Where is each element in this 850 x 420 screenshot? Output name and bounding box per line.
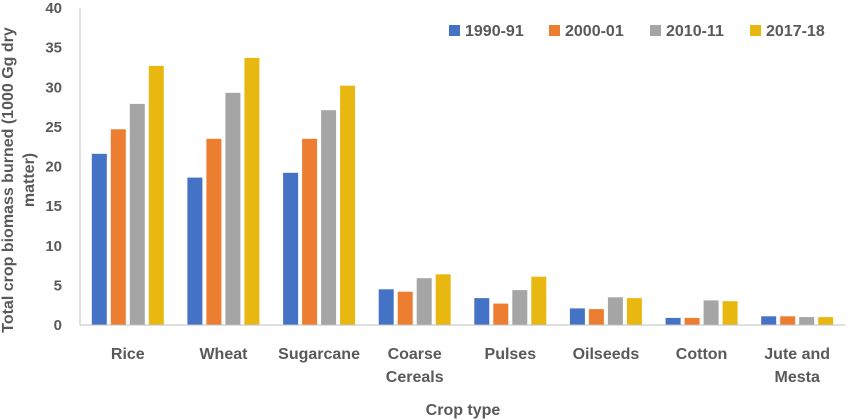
bar-1990-91-pulses: [474, 298, 490, 325]
bar-2017-18-sugarcane: [340, 85, 356, 325]
x-axis-title: Crop type: [426, 402, 501, 419]
bar-1990-91-jute-and-mesta: [761, 316, 777, 325]
legend-label: 2010-11: [666, 23, 724, 40]
bar-1990-91-wheat: [187, 177, 203, 325]
y-tick-label: 0: [54, 317, 62, 334]
y-tick-label: 20: [45, 159, 62, 176]
x-tick-label: Wheat: [199, 346, 248, 363]
x-tick-label-line: Jute and: [764, 346, 830, 363]
legend: 1990-91 2000-01 2010-11 2017-18: [449, 23, 825, 40]
y-tick-label: 15: [45, 198, 62, 215]
legend-label: 2000-01: [565, 23, 624, 40]
x-tick-label: Jute and Mesta: [764, 346, 830, 386]
x-axis: Rice Wheat Sugarcane Coarse Cereals Pulses Oil…: [80, 324, 845, 386]
bar-2017-18-coarse-cereals: [435, 274, 451, 325]
x-tick-label-line: Cotton: [676, 346, 728, 363]
bar-1990-91-cotton: [665, 317, 681, 325]
bar-1990-91-rice: [91, 153, 107, 325]
bar-2010-11-rice: [129, 103, 145, 326]
y-axis-title-text: Total crop biomass burned (1000 Gg dry ma…: [0, 27, 38, 333]
bar-2000-01-jute-and-mesta: [780, 316, 796, 325]
bar-2010-11-cotton: [703, 300, 719, 325]
bar-1990-91-oilseeds: [569, 308, 585, 325]
x-tick-label-line: Pulses: [485, 346, 537, 363]
bar-2010-11-wheat: [225, 92, 241, 325]
x-tick-label: Coarse Cereals: [386, 346, 444, 386]
legend-swatch: [750, 25, 761, 36]
bar-2010-11-pulses: [512, 290, 528, 325]
y-axis-title-line: matter): [21, 153, 38, 207]
bar-2000-01-cotton: [684, 317, 700, 325]
bar-2010-11-sugarcane: [321, 110, 337, 325]
legend-label: 1990-91: [465, 23, 524, 40]
x-tick-label: Cotton: [676, 346, 728, 363]
y-axis-title-line: Total crop biomass burned (1000 Gg dry: [0, 27, 17, 333]
bar-2000-01-wheat: [206, 138, 222, 325]
bar-2017-18-cotton: [722, 301, 738, 325]
x-tick-label-line: Rice: [111, 346, 145, 363]
y-tick-label: 30: [45, 79, 62, 96]
legend-swatch: [549, 25, 560, 36]
y-axis-title: Total crop biomass burned (1000 Gg dry ma…: [0, 27, 38, 333]
bar-2000-01-rice: [110, 129, 126, 325]
y-tick-label: 40: [45, 0, 62, 17]
bar-2010-11-coarse-cereals: [416, 278, 432, 325]
y-tick-label: 5: [54, 277, 62, 294]
bar-2010-11-jute-and-mesta: [799, 317, 815, 325]
y-tick-label: 35: [45, 40, 62, 57]
bar-2000-01-pulses: [493, 303, 509, 325]
bar-2000-01-coarse-cereals: [397, 291, 413, 325]
bar-2017-18-oilseeds: [626, 298, 642, 325]
x-tick-label-line: Oilseeds: [573, 346, 640, 363]
y-tick-label: 10: [45, 238, 62, 255]
y-axis: 0 5 10 15 20 25 30 35 40: [45, 0, 81, 334]
bar-2000-01-oilseeds: [588, 309, 604, 325]
legend-label: 2017-18: [766, 23, 825, 40]
x-tick-label-line: Sugarcane: [278, 346, 360, 363]
x-tick-label: Rice: [111, 346, 145, 363]
legend-swatch: [650, 25, 661, 36]
y-tick-label: 25: [45, 119, 62, 136]
bars: [91, 57, 834, 326]
bar-2000-01-sugarcane: [302, 138, 318, 325]
x-tick-label: Oilseeds: [573, 346, 640, 363]
bar-2017-18-rice: [148, 65, 164, 326]
bar-2010-11-oilseeds: [607, 297, 623, 325]
x-tick-label-line: Wheat: [199, 346, 248, 363]
bar-2017-18-jute-and-mesta: [818, 317, 834, 325]
bar-1990-91-coarse-cereals: [378, 289, 394, 325]
bar-2017-18-pulses: [531, 276, 547, 325]
x-tick-label-line: Coarse: [388, 346, 442, 363]
x-tick-label: Pulses: [485, 346, 537, 363]
x-tick-label: Sugarcane: [278, 346, 360, 363]
legend-swatch: [449, 25, 460, 36]
x-tick-label-line: Cereals: [386, 369, 444, 386]
bar-2017-18-wheat: [244, 57, 260, 326]
bar-1990-91-sugarcane: [283, 172, 299, 325]
x-tick-label-line: Mesta: [775, 369, 820, 386]
